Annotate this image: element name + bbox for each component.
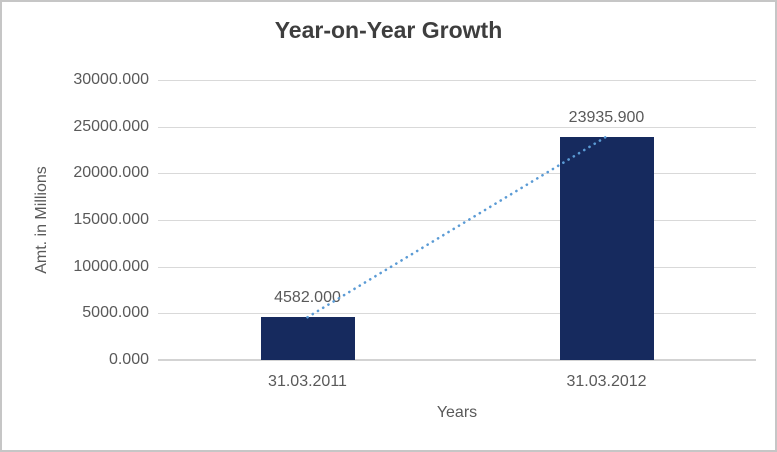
gridline: [158, 220, 756, 221]
chart-title: Year-on-Year Growth: [274, 17, 503, 43]
gridline: [158, 126, 756, 128]
x-tick-label: 31.03.2011: [268, 373, 347, 390]
data-label: 4582.000: [274, 289, 341, 307]
bar: [260, 317, 355, 360]
x-axis-line: [158, 359, 756, 361]
y-tick-label: 25000.000: [73, 117, 149, 135]
y-tick-label: 5000.000: [82, 304, 149, 322]
x-tick-label: 31.03.2012: [566, 373, 647, 390]
y-tick-label: 20000.000: [73, 164, 149, 182]
y-tick-label: 15000.000: [73, 211, 149, 228]
gridline: [158, 173, 756, 175]
gridline: [158, 80, 756, 81]
gridline: [158, 313, 756, 315]
x-axis-title: Years: [436, 404, 478, 421]
y-tick-label: 0.000: [108, 351, 149, 368]
data-label: 23935.900: [568, 108, 645, 126]
bar: [559, 136, 654, 360]
y-tick-label: 30000.000: [73, 71, 149, 88]
gridline: [158, 266, 756, 268]
y-tick-label: 10000.000: [73, 257, 149, 275]
